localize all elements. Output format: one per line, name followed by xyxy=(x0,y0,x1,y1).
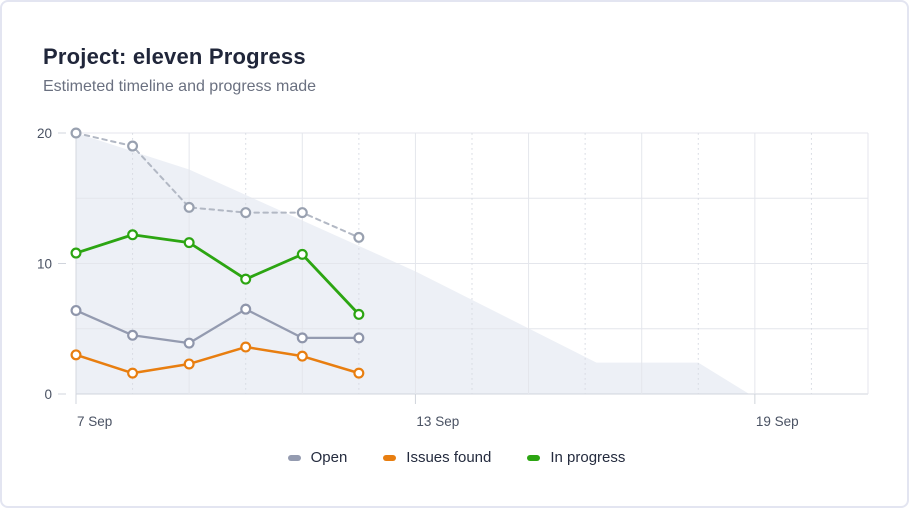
legend-label: In progress xyxy=(550,449,626,466)
marker-in-progress xyxy=(296,248,308,260)
legend-item-open[interactable]: Open xyxy=(287,449,348,466)
legend-swatch-icon xyxy=(383,454,397,461)
marker-in-progress xyxy=(127,229,139,241)
marker-in-progress xyxy=(70,247,82,259)
marker-issues-found xyxy=(183,358,195,370)
marker-estimated xyxy=(240,207,252,219)
marker-in-progress xyxy=(353,308,365,320)
marker-open xyxy=(353,332,365,344)
progress-chart: 7 Sep 13 Sep 19 Sep 0 10 20 xyxy=(2,2,907,442)
marker-estimated xyxy=(353,231,365,243)
legend-label: Open xyxy=(310,449,348,466)
marker-issues-found xyxy=(353,367,365,379)
marker-estimated xyxy=(127,140,139,152)
y-tick-label: 10 xyxy=(37,256,52,271)
marker-issues-found xyxy=(70,349,82,361)
x-tick-label: 19 Sep xyxy=(756,414,799,429)
marker-in-progress xyxy=(183,237,195,249)
legend-label: Issues found xyxy=(406,449,492,466)
chart-canvas: 7 Sep 13 Sep 19 Sep 0 10 20 xyxy=(37,126,869,429)
series-line-issues-found xyxy=(74,345,361,375)
marker-estimated xyxy=(296,207,308,219)
marker-open xyxy=(70,304,82,316)
series-line-in-progress xyxy=(74,233,361,316)
chart-legend: Open Issues found In progress xyxy=(2,449,907,466)
x-tick-label: 7 Sep xyxy=(77,414,112,429)
marker-estimated xyxy=(183,201,195,213)
marker-open xyxy=(127,329,139,341)
series-line-estimated xyxy=(75,132,360,239)
marker-open xyxy=(296,332,308,344)
legend-swatch-icon xyxy=(287,454,301,461)
series-line-open xyxy=(74,308,361,345)
page-title: Project: eleven Progress xyxy=(43,44,306,69)
chart-header: Project: eleven Progress Estimeted timel… xyxy=(43,44,316,96)
legend-swatch-icon xyxy=(527,454,541,461)
x-tick-label: 13 Sep xyxy=(416,414,459,429)
marker-estimated xyxy=(70,127,82,139)
marker-issues-found xyxy=(240,341,252,353)
marker-issues-found xyxy=(296,350,308,362)
marker-in-progress xyxy=(240,273,252,285)
marker-open xyxy=(183,337,195,349)
marker-issues-found xyxy=(127,367,139,379)
y-tick-label: 0 xyxy=(44,387,52,402)
marker-open xyxy=(240,303,252,315)
legend-item-issues-found[interactable]: Issues found xyxy=(383,449,491,466)
page-subtitle: Estimeted timeline and progress made xyxy=(43,78,317,95)
legend-item-in-progress[interactable]: In progress xyxy=(527,449,625,466)
y-tick-label: 20 xyxy=(37,126,52,141)
